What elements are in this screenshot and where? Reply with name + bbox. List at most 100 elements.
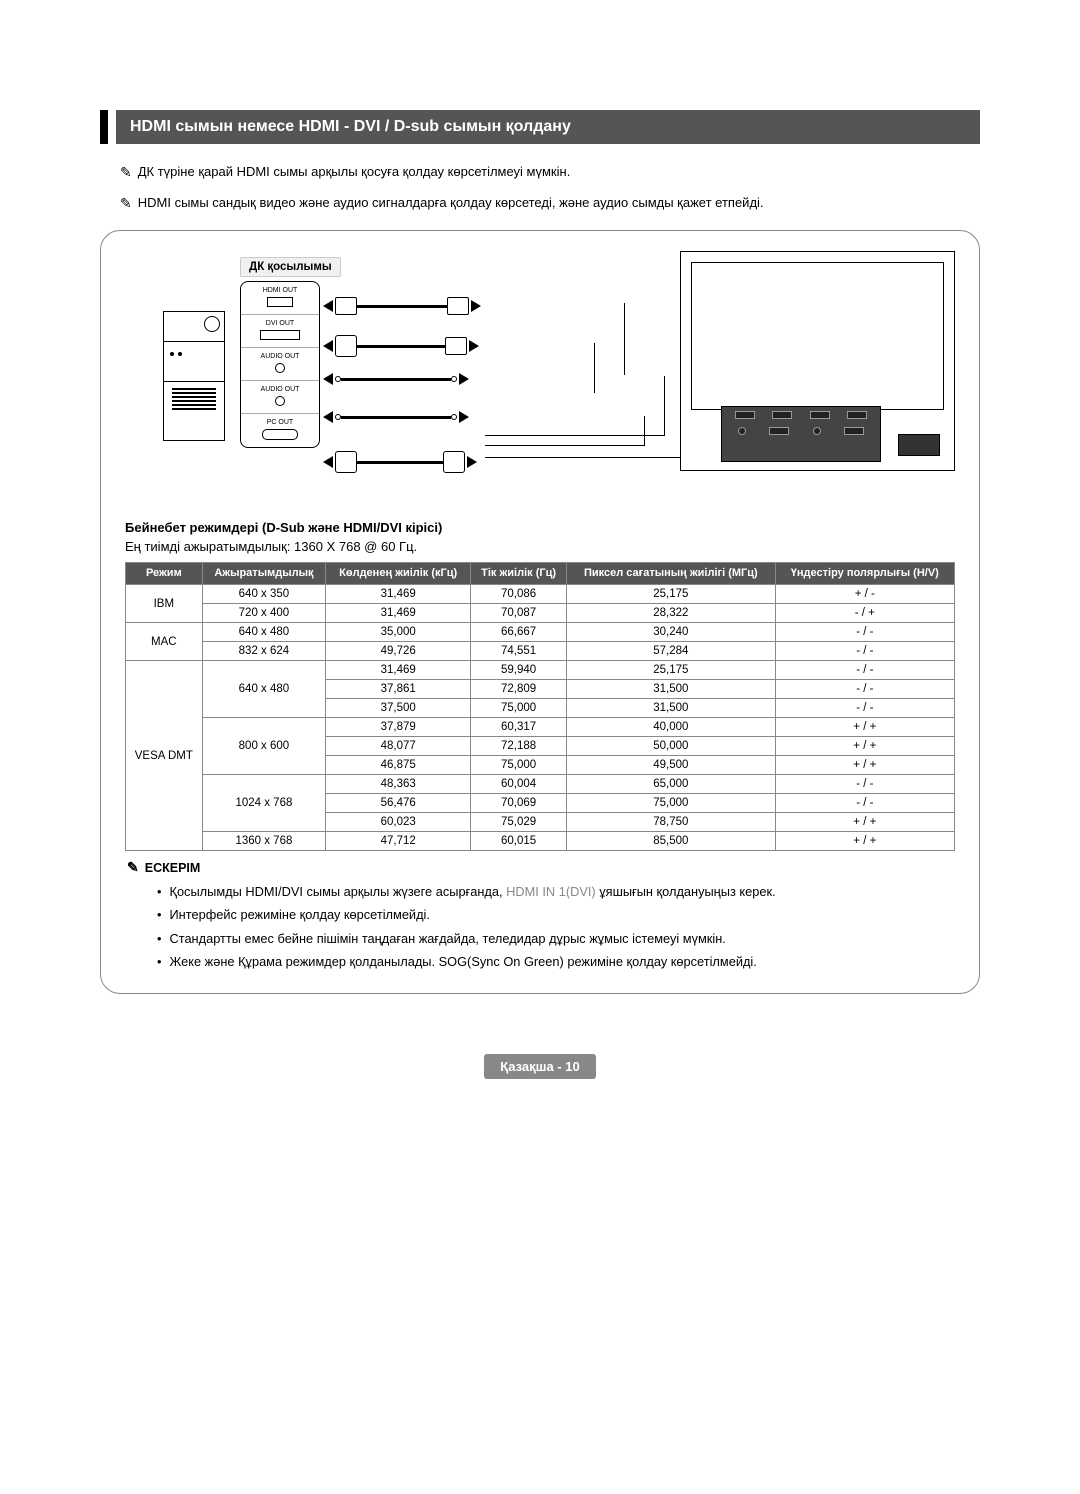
pen-icon: ✎: [127, 859, 139, 876]
table-cell: - / -: [775, 623, 954, 642]
table-cell: 60,023: [326, 813, 471, 832]
table-cell: - / -: [775, 642, 954, 661]
table-cell: 1360 x 768: [202, 832, 325, 851]
table-cell: 78,750: [566, 813, 775, 832]
table-cell: 70,069: [471, 794, 567, 813]
table-cell: 640 x 350: [202, 585, 325, 604]
table-cell: 800 x 600: [202, 718, 325, 775]
intro-note-2-text: HDMI сымы сандық видео және аудио сигнал…: [138, 193, 764, 213]
cable-dvi: [323, 335, 479, 357]
notes-title: ✎ ЕСКЕРІМ: [127, 859, 955, 876]
table-cell: 59,940: [471, 661, 567, 680]
table-cell: 31,469: [326, 604, 471, 623]
table-cell: 70,086: [471, 585, 567, 604]
table-cell: 31,500: [566, 699, 775, 718]
footer-sep: -: [554, 1059, 566, 1074]
table-cell: 31,469: [326, 661, 471, 680]
table-cell: 50,000: [566, 737, 775, 756]
table-cell: 60,004: [471, 775, 567, 794]
modes-heading: Бейнебет режимдері (D-Sub және HDMI/DVI …: [125, 520, 955, 535]
diagram-container: ДК қосылымы HDMI OUT DVI OUT AUDIO OUT: [100, 230, 980, 994]
th-res: Ажыратымдылық: [202, 563, 325, 585]
port-hdmi-out: HDMI OUT: [241, 282, 319, 314]
pc-ports-panel: HDMI OUT DVI OUT AUDIO OUT AUDIO OUT PC …: [240, 281, 320, 448]
table-row: VESA DMT640 x 48031,46959,94025,175- / -: [126, 661, 955, 680]
section-heading: HDMI сымын немесе HDMI - DVI / D-sub сым…: [100, 110, 980, 144]
table-cell: 85,500: [566, 832, 775, 851]
note-bullet: • Стандартты емес бейне пішімін таңдаған …: [157, 929, 955, 948]
cable-hdmi: [323, 297, 481, 315]
table-cell: 72,809: [471, 680, 567, 699]
table-cell: 25,175: [566, 585, 775, 604]
modes-text: Ең тиімді ажыратымдылық: 1360 X 768 @ 60…: [125, 539, 955, 554]
table-cell: 30,240: [566, 623, 775, 642]
table-cell: 37,500: [326, 699, 471, 718]
table-cell: 640 x 480: [202, 661, 325, 718]
table-cell: 37,861: [326, 680, 471, 699]
heading-title: HDMI сымын немесе HDMI - DVI / D-sub сым…: [116, 110, 980, 144]
table-cell: 46,875: [326, 756, 471, 775]
cable-audio-2: [323, 411, 469, 423]
table-cell: 47,712: [326, 832, 471, 851]
port-audio-out-2: AUDIO OUT: [241, 380, 319, 413]
table-cell: 70,087: [471, 604, 567, 623]
bullet-dot: •: [157, 952, 161, 971]
note-text: Стандартты емес бейне пішімін таңдаған ж…: [169, 929, 725, 948]
table-cell: 640 x 480: [202, 623, 325, 642]
table-cell: 832 x 624: [202, 642, 325, 661]
table-cell: 60,015: [471, 832, 567, 851]
table-cell: + / +: [775, 832, 954, 851]
table-row: 800 x 60037,87960,31740,000+ / +: [126, 718, 955, 737]
table-cell: IBM: [126, 585, 203, 623]
table-row: IBM640 x 35031,46970,08625,175+ / -: [126, 585, 955, 604]
note-text: Қосылымды HDMI/DVI сымы арқылы жүзеге ас…: [169, 882, 775, 901]
table-cell: 75,000: [471, 699, 567, 718]
table-cell: 48,363: [326, 775, 471, 794]
bullet-dot: •: [157, 929, 161, 948]
table-cell: 57,284: [566, 642, 775, 661]
th-mode: Режим: [126, 563, 203, 585]
table-cell: 28,322: [566, 604, 775, 623]
table-cell: 75,029: [471, 813, 567, 832]
route-line: [485, 436, 685, 458]
table-cell: - / +: [775, 604, 954, 623]
table-row: MAC640 x 48035,00066,66730,240- / -: [126, 623, 955, 642]
intro-note-1: ✎ ДК түріне қарай HDMI сымы арқылы қосуғ…: [120, 162, 980, 183]
th-hfreq: Көлденең жиілік (кГц): [326, 563, 471, 585]
port-dvi-out: DVI OUT: [241, 314, 319, 347]
table-row: 1024 x 76848,36360,00465,000- / -: [126, 775, 955, 794]
table-cell: 48,077: [326, 737, 471, 756]
table-row: 1360 x 76847,71260,01585,500+ / +: [126, 832, 955, 851]
modes-table: Режим Ажыратымдылық Көлденең жиілік (кГц…: [125, 562, 955, 851]
connection-diagram: ДК қосылымы HDMI OUT DVI OUT AUDIO OUT: [125, 251, 955, 506]
bullet-dot: •: [157, 882, 161, 901]
footer-page: 10: [565, 1059, 579, 1074]
port-audio-out-1: AUDIO OUT: [241, 347, 319, 380]
table-row: 832 x 62449,72674,55157,284- / -: [126, 642, 955, 661]
table-cell: 31,500: [566, 680, 775, 699]
table-cell: 75,000: [566, 794, 775, 813]
table-cell: 40,000: [566, 718, 775, 737]
table-cell: 31,469: [326, 585, 471, 604]
table-cell: 35,000: [326, 623, 471, 642]
table-cell: VESA DMT: [126, 661, 203, 851]
table-cell: 1024 x 768: [202, 775, 325, 832]
table-cell: 49,500: [566, 756, 775, 775]
table-cell: - / -: [775, 680, 954, 699]
table-cell: 37,879: [326, 718, 471, 737]
pen-icon: ✎: [120, 162, 132, 183]
note-text: Интерфейс режиміне қолдау көрсетілмейді.: [169, 905, 429, 924]
table-cell: + / -: [775, 585, 954, 604]
th-sync: Үндестіру полярлығы (H/V): [775, 563, 954, 585]
th-pclock: Пиксел сағатының жиілігі (МГц): [566, 563, 775, 585]
table-cell: 56,476: [326, 794, 471, 813]
table-cell: + / +: [775, 756, 954, 775]
note-bullet: •Интерфейс режиміне қолдау көрсетілмейді…: [157, 905, 955, 924]
table-cell: MAC: [126, 623, 203, 661]
note-bullet: •Жеке және Құрама режимдер қолданылады. …: [157, 952, 955, 971]
table-cell: + / +: [775, 813, 954, 832]
table-cell: - / -: [775, 794, 954, 813]
pen-icon: ✎: [120, 193, 132, 214]
port-pc-out: PC OUT: [241, 413, 319, 447]
table-cell: 720 x 400: [202, 604, 325, 623]
